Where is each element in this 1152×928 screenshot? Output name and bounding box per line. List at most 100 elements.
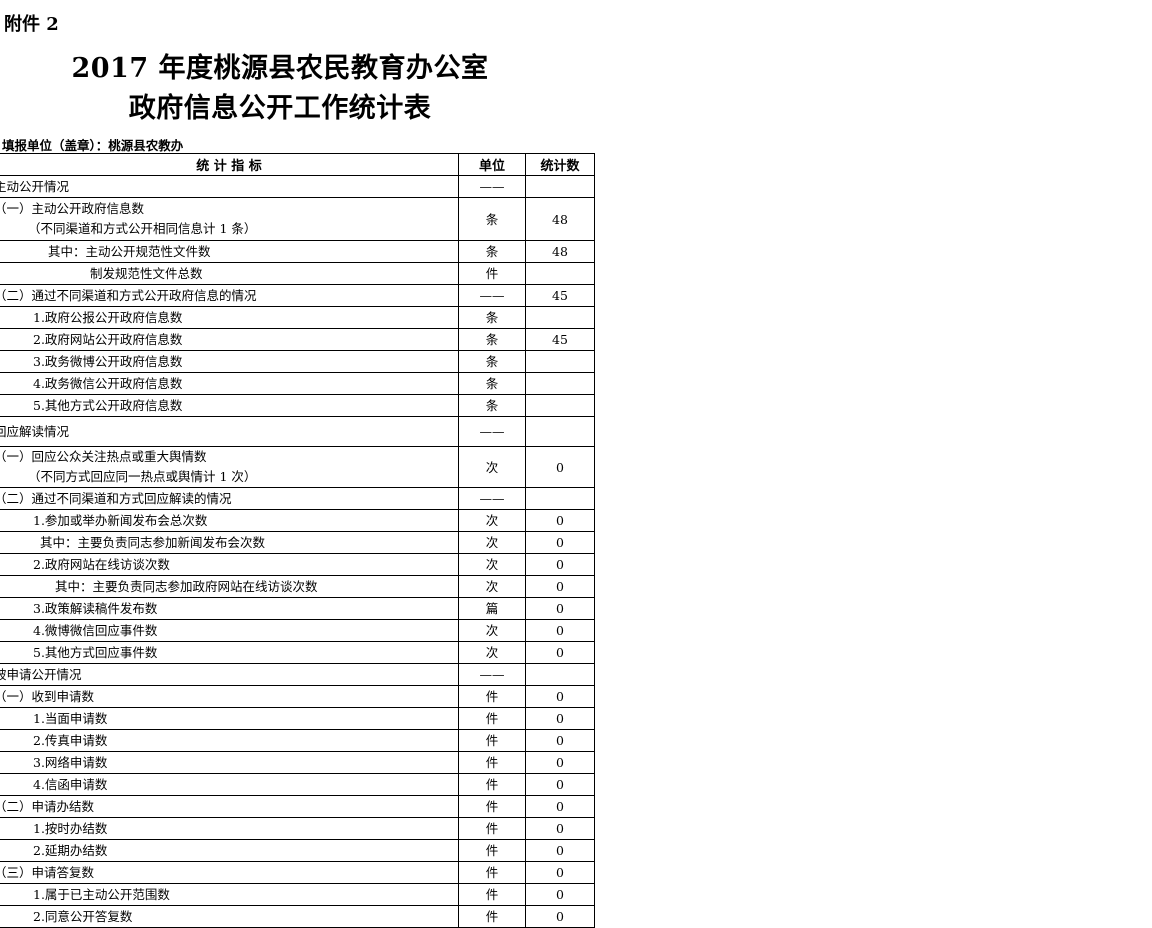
- table-row: 3.政策解读稿件发布数 篇 0: [0, 597, 595, 620]
- indicator-cell: （一）回应公众关注热点或重大舆情数 （不同方式回应同一热点或舆情计 1 次）: [0, 446, 459, 488]
- table-row: 主动公开情况 ——: [0, 175, 595, 198]
- table-row: （二）通过不同渠道和方式公开政府信息的情况 —— 45: [0, 284, 595, 307]
- indicator-text: （三）申请答复数: [0, 865, 95, 880]
- indicator-text: （不同方式回应同一热点或舆情计 1 次）: [28, 469, 257, 484]
- unit-cell: ——: [458, 487, 526, 510]
- table-row: 4.政务微信公开政府信息数 条: [0, 372, 595, 395]
- indicator-text: （一）收到申请数: [0, 689, 95, 704]
- indicator-cell: 其中：主要负责同志参加政府网站在线访谈次数: [0, 575, 459, 598]
- count-cell: 0: [525, 597, 595, 620]
- count-cell: 0: [525, 619, 595, 642]
- unit-cell: 条: [458, 328, 526, 351]
- unit-cell: 件: [458, 795, 526, 818]
- count-cell: 45: [525, 328, 595, 351]
- table-row: 4.信函申请数 件 0: [0, 773, 595, 796]
- unit-cell: 件: [458, 751, 526, 774]
- indicator-text: 制发规范性文件总数: [90, 266, 203, 281]
- indicator-text: （一）主动公开政府信息数: [0, 201, 145, 216]
- table-row: 2.同意公开答复数 件 0: [0, 905, 595, 928]
- unit-cell: 次: [458, 619, 526, 642]
- indicator-text: （二）申请办结数: [0, 799, 95, 814]
- unit-cell: 件: [458, 839, 526, 862]
- indicator-cell: 主动公开情况: [0, 175, 459, 198]
- unit-cell: ——: [458, 175, 526, 198]
- table-row: 其中：主动公开规范性文件数 条 48: [0, 240, 595, 263]
- table-row: （三）申请答复数 件 0: [0, 861, 595, 884]
- indicator-cell: 3.网络申请数: [0, 751, 459, 774]
- count-cell: 0: [525, 905, 595, 928]
- indicator-cell: 2.同意公开答复数: [0, 905, 459, 928]
- count-cell: [525, 487, 595, 510]
- table-row: （一）回应公众关注热点或重大舆情数 （不同方式回应同一热点或舆情计 1 次） 次 0: [0, 446, 595, 488]
- indicator-text: 其中：主要负责同志参加新闻发布会次数: [40, 535, 266, 550]
- indicator-text: （不同渠道和方式公开相同信息计 1 条）: [28, 221, 257, 236]
- unit-cell: 次: [458, 531, 526, 554]
- count-cell: [525, 394, 595, 417]
- indicator-cell: 4.政务微信公开政府信息数: [0, 372, 459, 395]
- table-row: 2.延期办结数 件 0: [0, 839, 595, 862]
- count-cell: 0: [525, 575, 595, 598]
- indicator-text: 1.当面申请数: [33, 711, 108, 726]
- indicator-cell: 1.政府公报公开政府信息数: [0, 306, 459, 329]
- count-cell: 48: [525, 240, 595, 263]
- count-cell: 45: [525, 284, 595, 307]
- indicator-text: 5.其他方式公开政府信息数: [33, 398, 183, 413]
- count-cell: 0: [525, 839, 595, 862]
- indicator-text: 5.其他方式回应事件数: [33, 645, 158, 660]
- unit-cell: 件: [458, 883, 526, 906]
- indicator-text: 4.政务微信公开政府信息数: [33, 376, 183, 391]
- count-cell: 48: [525, 197, 595, 241]
- indicator-text: 被申请公开情况: [0, 667, 82, 682]
- attachment-label: 附件 2: [4, 14, 59, 35]
- count-cell: 0: [525, 817, 595, 840]
- count-cell: 0: [525, 685, 595, 708]
- indicator-cell: 2.传真申请数: [0, 729, 459, 752]
- table-row: 2.政府网站公开政府信息数 条 45: [0, 328, 595, 351]
- table-row: （一）收到申请数 件 0: [0, 685, 595, 708]
- unit-cell: 条: [458, 350, 526, 373]
- indicator-text: 1.参加或举办新闻发布会总次数: [33, 513, 208, 528]
- unit-cell: 篇: [458, 597, 526, 620]
- indicator-text: （二）通过不同渠道和方式回应解读的情况: [0, 491, 232, 506]
- unit-cell: 条: [458, 240, 526, 263]
- count-cell: 0: [525, 751, 595, 774]
- table-row: 4.微博微信回应事件数 次 0: [0, 619, 595, 642]
- indicator-cell: （一）收到申请数: [0, 685, 459, 708]
- count-cell: [525, 175, 595, 198]
- table-row: （二）申请办结数 件 0: [0, 795, 595, 818]
- indicator-text: 3.网络申请数: [33, 755, 108, 770]
- indicator-text: 2.延期办结数: [33, 843, 108, 858]
- count-cell: [525, 416, 595, 447]
- indicator-cell: 2.政府网站公开政府信息数: [0, 328, 459, 351]
- indicator-cell: （二）通过不同渠道和方式回应解读的情况: [0, 487, 459, 510]
- count-cell: 0: [525, 883, 595, 906]
- count-cell: 0: [525, 795, 595, 818]
- header-indicator: 统 计 指 标: [0, 153, 459, 176]
- indicator-cell: 其中：主要负责同志参加新闻发布会次数: [0, 531, 459, 554]
- indicator-text: 主动公开情况: [0, 179, 70, 194]
- indicator-cell: 1.参加或举办新闻发布会总次数: [0, 509, 459, 532]
- table-row: 被申请公开情况 ——: [0, 663, 595, 686]
- indicator-text: 2.政府网站在线访谈次数: [33, 557, 170, 572]
- count-cell: 0: [525, 531, 595, 554]
- table-row: 2.传真申请数 件 0: [0, 729, 595, 752]
- count-cell: 0: [525, 446, 595, 488]
- count-cell: 0: [525, 641, 595, 664]
- indicator-cell: 其中：主动公开规范性文件数: [0, 240, 459, 263]
- indicator-text: 4.微博微信回应事件数: [33, 623, 158, 638]
- indicator-cell: （二）通过不同渠道和方式公开政府信息的情况: [0, 284, 459, 307]
- unit-cell: 次: [458, 509, 526, 532]
- table-row: 回应解读情况 ——: [0, 416, 595, 447]
- count-cell: 0: [525, 553, 595, 576]
- table-row: 3.政务微博公开政府信息数 条: [0, 350, 595, 373]
- header-count: 统计数: [525, 153, 595, 176]
- count-cell: [525, 372, 595, 395]
- unit-cell: ——: [458, 284, 526, 307]
- unit-cell: 件: [458, 707, 526, 730]
- table-header-row: 统 计 指 标 单位 统计数: [0, 153, 595, 176]
- count-cell: [525, 262, 595, 285]
- table-row: 其中：主要负责同志参加政府网站在线访谈次数 次 0: [0, 575, 595, 598]
- indicator-text: 4.信函申请数: [33, 777, 108, 792]
- indicator-text: （二）通过不同渠道和方式公开政府信息的情况: [0, 288, 257, 303]
- title-line-2: 政府信息公开工作统计表: [128, 93, 432, 124]
